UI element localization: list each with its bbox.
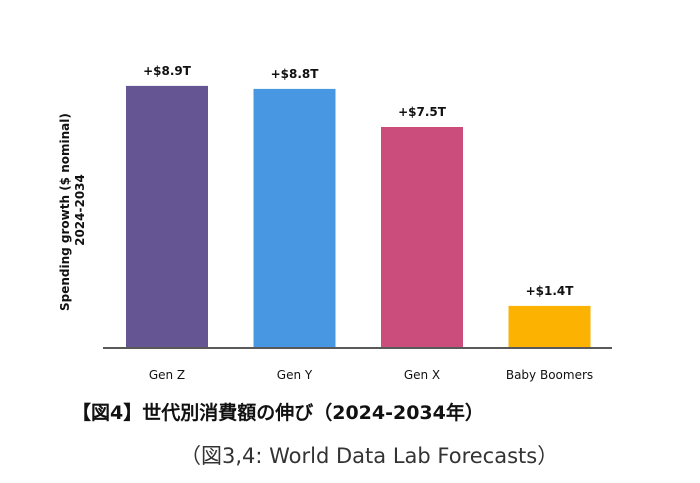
bars xyxy=(126,85,591,348)
x-tick-gen-y: Gen Y xyxy=(277,368,313,382)
data-label-gen-z: +$8.9T xyxy=(143,64,192,78)
figure-caption: 【図4】世代別消費額の伸び（2024-2034年） xyxy=(72,402,484,424)
bar-chart: +$8.9T +$8.8T +$7.5T +$1.4T Gen Z Gen Y Gen X… xyxy=(58,64,612,382)
figure-source: （図3,4: World Data Lab Forecasts） xyxy=(180,444,559,468)
y-axis-label-line-2: 2024-2034 xyxy=(73,174,87,246)
data-labels: +$8.9T +$8.8T +$7.5T +$1.4T xyxy=(143,64,574,298)
x-tick-labels: Gen Z Gen Y Gen X Baby Boomers xyxy=(149,368,593,382)
x-tick-gen-x: Gen X xyxy=(404,368,440,382)
y-axis-label: Spending growth ($ nominal) 2024-2034 xyxy=(58,109,87,311)
x-tick-gen-z: Gen Z xyxy=(149,368,185,382)
x-tick-baby-boomers: Baby Boomers xyxy=(506,368,593,382)
bar-gen-x xyxy=(381,127,463,347)
data-label-gen-x: +$7.5T xyxy=(398,105,447,119)
data-label-baby-boomers: +$1.4T xyxy=(526,284,575,298)
bar-gen-y xyxy=(253,88,336,348)
bar-gen-z xyxy=(126,85,208,348)
data-label-gen-y: +$8.8T xyxy=(271,67,320,81)
bar-baby-boomers xyxy=(508,305,591,347)
y-axis-label-line-1: Spending growth ($ nominal) xyxy=(58,113,72,311)
